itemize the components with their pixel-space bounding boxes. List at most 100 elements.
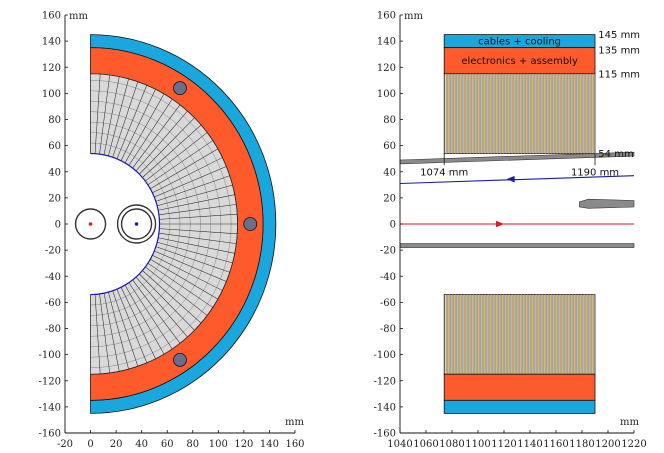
left-x-unit: mm [285,417,304,428]
left-y-tick-label: 100 [42,89,61,100]
left-y-tick-label: 120 [42,63,61,74]
right-x-tick-label: 1080 [439,439,464,450]
right-y-tick-label: 80 [383,115,396,126]
right-lower-pipe [399,243,635,248]
right-y-tick-label: -80 [380,324,396,335]
right-x-ticks: 1040 1060 1080 1100 1120 1140 1160 1180 1200 1220 [387,430,647,450]
right-blue-arrow [506,175,515,183]
right-y-tick-label: -60 [380,298,396,309]
right-label-115: 115 mm [598,69,640,80]
left-y-tick-label: 160 [42,11,61,22]
right-label-145: 145 mm [598,30,640,41]
left-y-tick-label: 0 [55,220,61,231]
left-small-pipe [74,208,107,240]
left-axes: 160 140 120 100 80 60 40 20 0 -20 -40 -60 -80 -100 -12… [39,11,305,451]
right-label-1190: 1190 mm [571,167,619,178]
right-y-tick-label: -20 [380,246,396,257]
right-module-stripes-bottom [445,294,596,375]
left-x-tick-label: 100 [209,439,228,450]
right-y-tick-label: 60 [383,141,396,152]
left-module-spoke [147,140,213,186]
left-x-tick-label: 160 [285,439,304,450]
right-y-tick-label: 160 [377,11,396,22]
left-x-tick-label: 0 [87,439,93,450]
right-small-pipe [579,198,635,209]
left-module-spoke [142,124,202,178]
left-x-tick-label: 140 [260,439,279,450]
left-module-spoke [142,270,202,324]
left-y-tick-label: -20 [45,246,61,257]
left-module-spoke [157,241,233,264]
left-module-spokes [90,74,238,374]
left-module-spoke [128,98,173,166]
right-y-tick-label: 100 [377,89,396,100]
left-beam-dot-blue [134,222,139,226]
right-x-tick-label: 1120 [491,439,516,450]
right-y-tick-label: 0 [390,220,396,231]
left-x-tick-label: -20 [57,439,73,450]
left-module-spoke [108,292,129,370]
right-x-tick-label: 1060 [413,439,438,450]
left-x-ticks: -20 0 20 40 60 80 100 120 140 160 [57,430,305,450]
left-y-tick-label: -80 [45,324,61,335]
left-bolt-mid [243,217,258,231]
left-module-spoke [150,259,218,300]
left-module-spoke [150,148,218,189]
left-module-spoke [139,273,195,331]
left-y-tick-label: -40 [45,272,61,283]
left-y-tick-label: -100 [39,350,61,361]
left-beam-pipe-outer [116,204,157,244]
left-module-spoke [158,237,235,254]
left-module-spoke [124,93,165,164]
right-label-cooling: cables + cooling [478,37,561,48]
right-x-tick-label: 1140 [517,439,542,450]
left-module-spoke [124,284,165,355]
left-y-ticks: 160 140 120 100 80 60 40 20 0 -20 -40 -60 -80 -100 -12… [39,11,68,440]
left-bolt-top [173,81,187,96]
left-module-spoke [139,117,195,175]
left-x-tick-label: 40 [135,439,148,450]
left-y-tick-label: -160 [39,429,61,440]
left-module-spoke [112,81,139,158]
right-cooling-band-bottom [443,399,596,414]
left-x-tick-label: 80 [186,439,199,450]
left-y-tick-label: 40 [48,167,61,178]
right-x-tick-label: 1100 [465,439,490,450]
left-module-spoke [108,78,129,156]
left-module-spoke [116,85,148,159]
right-x-tick-label: 1220 [621,439,646,450]
left-y-tick-label: -60 [45,298,61,309]
left-module-spoke [152,157,223,194]
right-y-tick-label: -100 [374,350,396,361]
left-module-spoke [158,204,237,216]
left-module-spoke [159,213,238,220]
right-y-tick-label: -160 [374,429,396,440]
left-module-arc [90,101,211,347]
left-module-spoke [103,293,120,372]
left-module-spoke [145,132,208,182]
left-module-spoke [158,194,235,211]
left-module-spoke [132,279,181,344]
right-x-tick-label: 1040 [387,439,412,450]
left-y-tick-label: 140 [42,37,61,48]
left-module-spoke [103,76,120,155]
left-module-arc [90,121,191,327]
right-y-unit: mm [404,11,423,22]
left-module-spoke [94,74,101,154]
left-module-spoke [152,254,223,291]
right-label-54: 54 mm [598,149,633,160]
left-module-spoke [157,184,233,207]
right-x-unit: mm [620,417,639,428]
right-y-tick-label: 140 [377,37,396,48]
left-module-spoke [116,289,148,363]
right-panel: cables + cooling electronics + assembly … [374,11,647,451]
right-electronics-band-bottom [443,373,596,401]
right-x-tick-label: 1180 [569,439,594,450]
left-x-tick-label: 20 [110,439,123,450]
left-module-spoke [120,89,156,161]
right-y-tick-label: -40 [380,272,396,283]
left-module-spoke [135,276,188,338]
left-module-spoke [120,287,156,359]
right-label-1074: 1074 mm [420,167,468,178]
right-label-135: 135 mm [598,46,640,57]
